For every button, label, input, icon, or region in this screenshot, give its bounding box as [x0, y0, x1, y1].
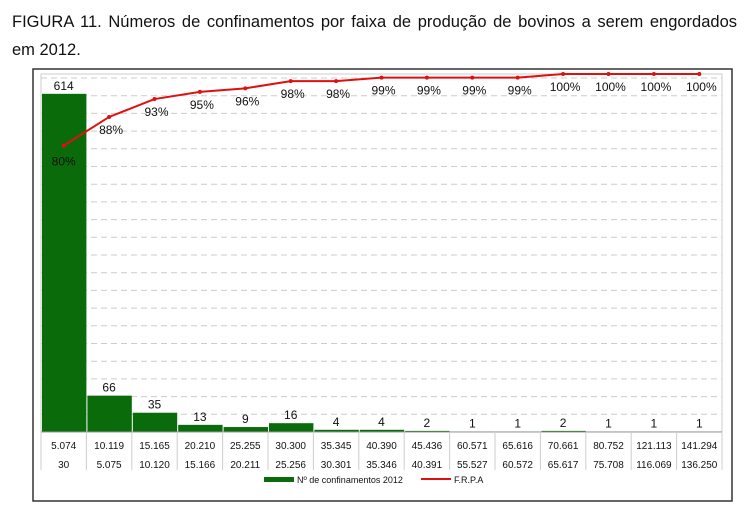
category-lower: 60.572: [502, 460, 533, 471]
frpa-label: 88%: [99, 123, 123, 137]
frpa-label: 99%: [417, 84, 441, 98]
frpa-label: 100%: [595, 80, 626, 94]
frpa-point: [697, 72, 702, 76]
bar-value-label: 13: [193, 410, 207, 424]
bar-value-label: 1: [514, 416, 521, 430]
frpa-label: 100%: [686, 80, 717, 94]
bar-value-label: 4: [378, 415, 385, 429]
figure-caption: FIGURA 11. Números de confinamentos por …: [12, 13, 737, 59]
plot-area: [40, 73, 723, 433]
frpa-point: [243, 86, 248, 91]
category-lower: 20.211: [230, 460, 260, 471]
frpa-point: [651, 72, 656, 76]
bar: [359, 429, 405, 432]
frpa-label: 95%: [190, 98, 214, 112]
bar-value-label: 16: [284, 408, 298, 422]
category-upper: 35.345: [321, 441, 352, 452]
category-lower: 30: [58, 460, 70, 471]
legend-bar-swatch: [264, 477, 294, 482]
category-lower: 136.250: [681, 460, 718, 471]
bar: [87, 395, 132, 432]
frpa-point: [561, 72, 566, 76]
bar: [405, 430, 450, 432]
bar: [132, 412, 178, 432]
category-lower: 116.069: [636, 460, 672, 471]
frpa-point: [379, 75, 384, 80]
frpa-label: 100%: [641, 80, 672, 94]
frpa-label: 99%: [508, 84, 532, 98]
category-upper: 65.616: [502, 441, 533, 452]
category-upper: 40.390: [366, 441, 397, 452]
category-lower: 65.617: [548, 460, 579, 471]
frpa-point: [61, 143, 66, 148]
frpa-label: 98%: [281, 87, 305, 101]
category-upper: 10.119: [94, 441, 124, 452]
frpa-label: 93%: [144, 105, 168, 119]
bar: [269, 423, 314, 432]
category-upper: 5.074: [51, 441, 76, 452]
category-lower: 55.527: [457, 460, 488, 471]
bar-value-label: 614: [54, 79, 74, 93]
bar-value-label: 66: [102, 381, 116, 395]
bar-value-label: 35: [148, 398, 162, 412]
frpa-label: 99%: [462, 84, 486, 98]
bar-value-label: 9: [242, 412, 249, 426]
category-upper: 60.571: [457, 441, 488, 452]
category-upper: 121.113: [636, 441, 672, 452]
frpa-point: [424, 75, 429, 80]
bar-value-label: 4: [333, 415, 340, 429]
frpa-point: [515, 75, 520, 80]
category-upper: 25.255: [230, 441, 261, 452]
category-upper: 30.300: [275, 441, 306, 452]
frpa-point: [288, 79, 293, 84]
bar-value-label: 1: [605, 416, 612, 430]
category-lower: 15.166: [185, 460, 216, 471]
bar: [178, 424, 223, 432]
category-lower: 25.256: [275, 460, 306, 471]
category-lower: 30.301: [321, 460, 352, 471]
category-lower: 75.708: [593, 460, 624, 471]
category-lower: 10.120: [139, 460, 170, 471]
legend-line-label: F.R.P.A: [454, 475, 483, 485]
bar: [223, 427, 268, 432]
frpa-point: [197, 89, 202, 94]
bar: [42, 93, 87, 432]
category-upper: 15.165: [139, 441, 170, 452]
bar: [541, 430, 586, 432]
frpa-point: [152, 97, 157, 102]
category-upper: 70.661: [548, 441, 579, 452]
category-lower: 5.075: [97, 460, 122, 471]
frpa-point: [470, 75, 475, 80]
frpa-point: [606, 72, 611, 76]
bar: [314, 429, 359, 432]
category-lower: 40.391: [412, 460, 443, 471]
frpa-point: [334, 79, 339, 84]
legend-bar-label: Nº de confinamentos 2012: [297, 475, 403, 485]
frpa-label: 100%: [550, 80, 581, 94]
frpa-label: 96%: [235, 94, 259, 108]
bar-value-label: 1: [696, 416, 703, 430]
bar-value-label: 1: [651, 416, 658, 430]
frpa-label: 80%: [52, 155, 76, 169]
category-upper: 80.752: [593, 441, 624, 452]
category-upper: 20.210: [185, 441, 216, 452]
category-lower: 35.346: [366, 460, 397, 471]
frpa-point: [107, 114, 112, 119]
frpa-label: 98%: [326, 87, 350, 101]
bar-value-label: 2: [424, 416, 431, 430]
bar-value-label: 2: [560, 416, 567, 430]
frpa-label: 99%: [371, 84, 395, 98]
bar-value-label: 1: [469, 416, 476, 430]
category-upper: 141.294: [681, 441, 718, 452]
category-upper: 45.436: [412, 441, 443, 452]
